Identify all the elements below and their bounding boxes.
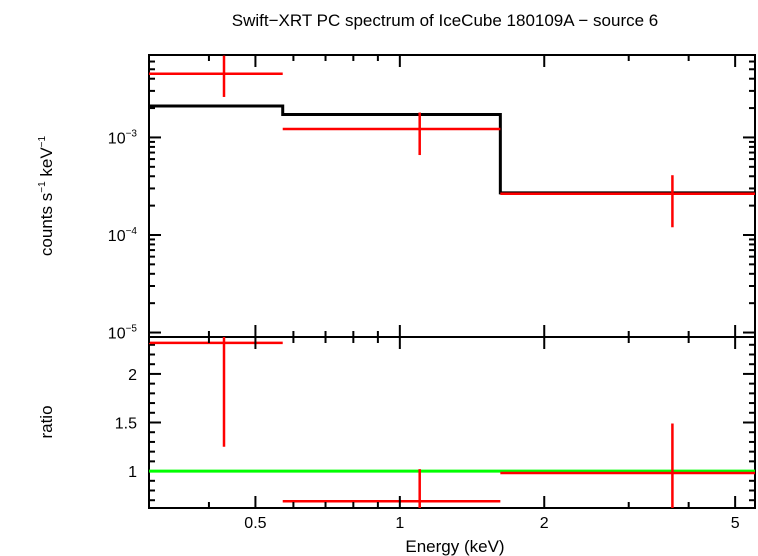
ratio-y-ticks: 11.52 [115,343,755,502]
spectrum-model [149,104,755,195]
ratio-data [149,337,755,508]
spectrum-y-ticks: 10−3 10−4 10−5 [108,54,755,343]
ratio-panel: 11.52 ratio [37,336,756,509]
spectrum-frame [148,54,756,338]
model-step-line [149,104,755,195]
y-tick-label: 10−5 [108,324,138,343]
x-tick-label: 1 [395,515,404,532]
ratio-frame [148,336,756,509]
x-axis-ticks: 0.5 1 2 5 [148,55,740,532]
spectrum-panel: 10−3 10−4 10−5 counts s−1 keV−1 [37,54,756,343]
y-tick-label: 10−3 [108,128,138,147]
x-tick-label: 2 [540,515,549,532]
x-axis-label: Energy (keV) [405,537,504,556]
y-tick-label: 2 [128,367,137,384]
chart-title: Swift−XRT PC spectrum of IceCube 180109A… [232,11,659,30]
x-tick-label: 5 [731,515,740,532]
y-tick-label: 1.5 [115,416,137,433]
y-tick-label: 1 [128,464,137,481]
spectrum-data [149,55,755,228]
y-tick-label: 10−4 [108,226,138,245]
x-tick-label: 0.5 [244,515,266,532]
ratio-y-axis-label: ratio [37,405,56,438]
spectrum-y-axis-label: counts s−1 keV−1 [37,135,56,256]
